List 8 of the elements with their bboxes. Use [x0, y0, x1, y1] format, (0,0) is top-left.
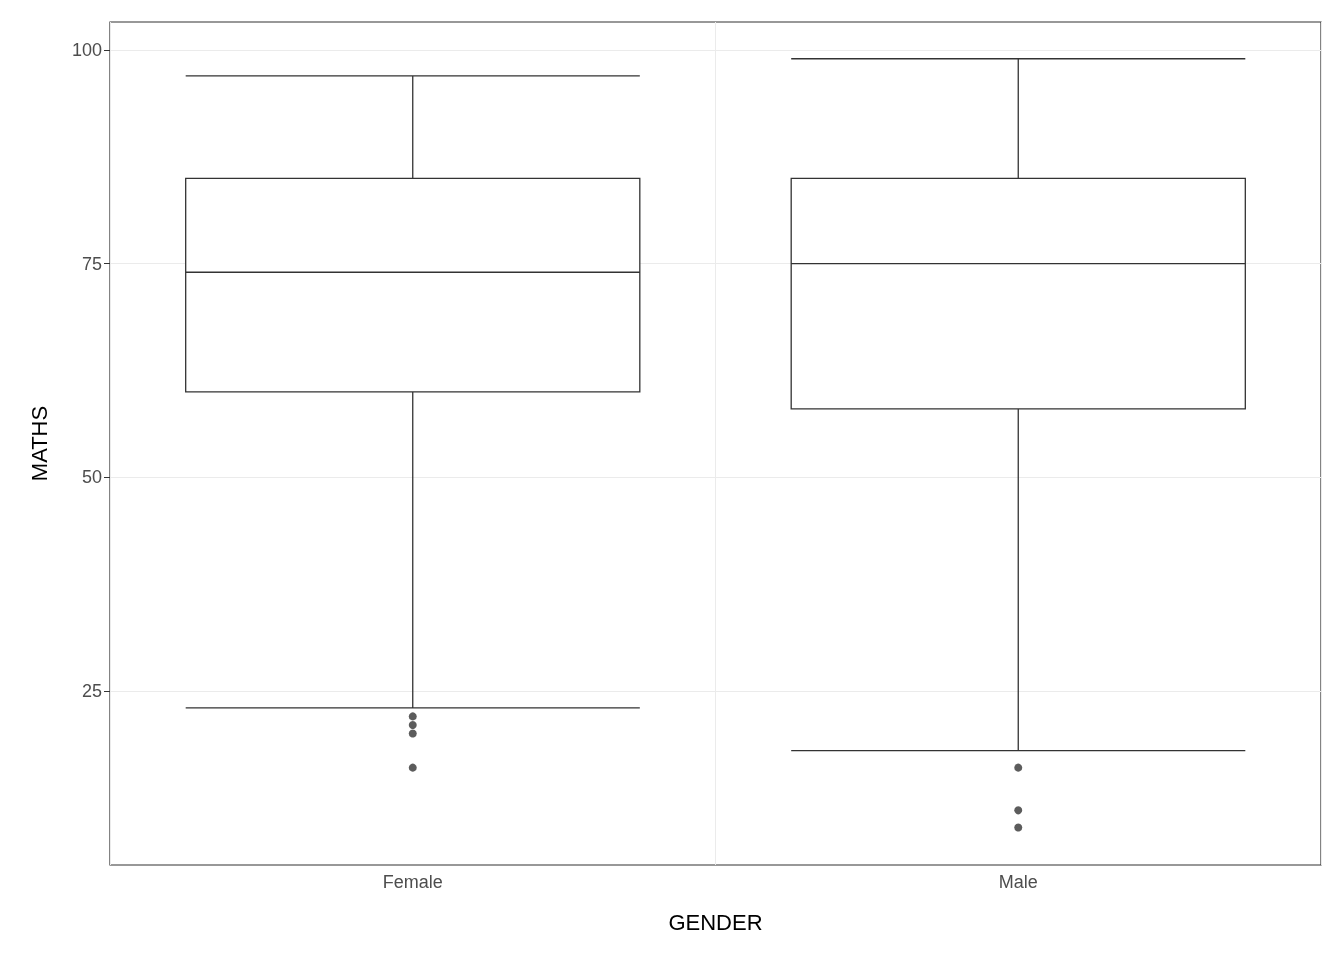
y-tick-label: 75	[81, 253, 102, 274]
y-tick-label: 25	[81, 680, 102, 701]
y-axis-title: MATHS	[26, 405, 52, 482]
x-tick-label: Male	[998, 872, 1038, 892]
x-tick-label: Female	[382, 872, 443, 892]
x-axis-title: GENDER	[668, 909, 763, 935]
y-tick-label: 50	[81, 467, 102, 488]
y-tick-label: 100	[71, 40, 102, 61]
